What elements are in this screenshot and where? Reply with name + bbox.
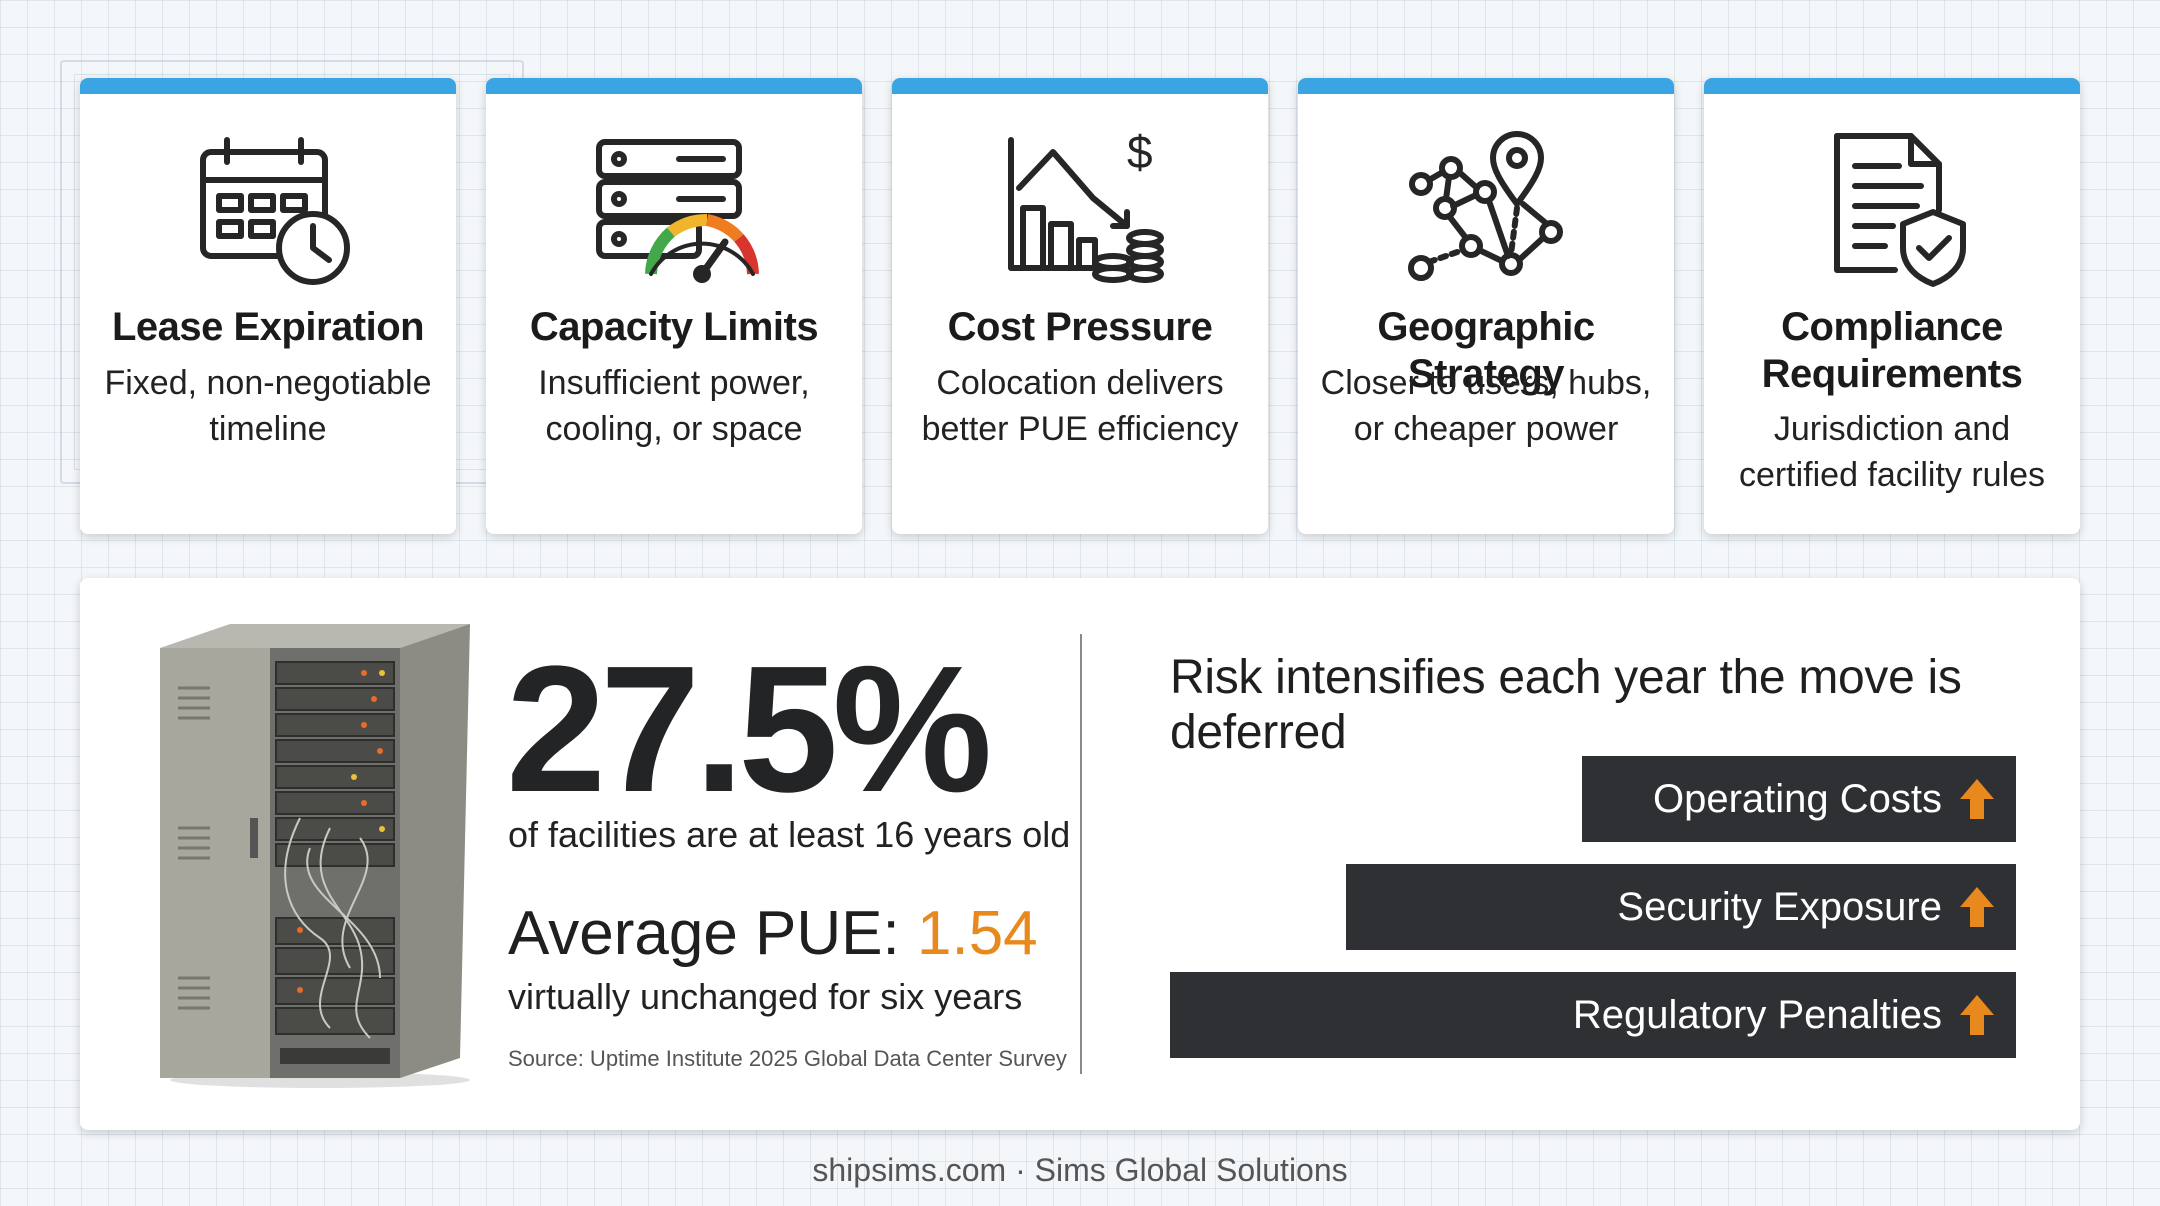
percentage-stat: 27.5% xyxy=(506,629,992,830)
server-rack-image xyxy=(150,618,470,1088)
card-description-line: better PUE efficiency xyxy=(921,410,1239,448)
card-title: Compliance Requirements xyxy=(1712,304,2072,398)
pue-label: Average PUE: xyxy=(508,899,900,968)
stats-panel: 27.5% of facilities are at least 16 year… xyxy=(80,578,2080,1130)
risk-bar-operating-costs: Operating Costs xyxy=(1582,756,2016,842)
card-description-line: Colocation delivers xyxy=(936,364,1224,402)
card-title: Cost Pressure xyxy=(947,305,1213,349)
arrow-up-icon xyxy=(1960,887,1994,927)
card-lease-expiration: Lease Expiration Fixed, non-negotiable t… xyxy=(80,78,456,534)
pue-caption: virtually unchanged for six years xyxy=(508,976,1023,1017)
arrow-up-icon xyxy=(1960,779,1994,819)
risk-title: Risk intensifies each year the move is d… xyxy=(1170,651,1962,759)
card-description-line: timeline xyxy=(209,410,327,448)
risk-bar-security-exposure: Security Exposure xyxy=(1346,864,2016,950)
source-citation: Source: Uptime Institute 2025 Global Dat… xyxy=(508,1046,1067,1071)
pue-value: 1.54 xyxy=(916,899,1038,968)
card-description-line: cooling, or space xyxy=(545,410,803,448)
card-title-line: Compliance xyxy=(1781,305,2003,349)
percentage-caption: of facilities are at least 16 years old xyxy=(508,814,1071,855)
risk-label: Security Exposure xyxy=(1617,884,1942,929)
card-description-line: Fixed, non-negotiable xyxy=(104,364,432,402)
arrow-up-icon xyxy=(1960,995,1994,1035)
card-compliance-requirements: Compliance Requirements Jurisdiction and… xyxy=(1704,78,2080,534)
risk-label: Operating Costs xyxy=(1652,776,1942,821)
document-shield-icon xyxy=(1704,128,2080,288)
card-title-line: Requirements xyxy=(1761,352,2023,396)
server-gauge-icon xyxy=(486,128,862,288)
card-description-line: Jurisdiction and xyxy=(1773,410,2011,448)
footer-credit: shipsims.com · Sims Global Solutions xyxy=(812,1152,1348,1188)
calendar-clock-icon xyxy=(80,128,456,288)
risk-label: Regulatory Penalties xyxy=(1572,992,1942,1037)
cost-chart-coins-icon: $ xyxy=(892,128,1268,288)
card-description-line: Insufficient power, xyxy=(538,364,810,402)
divider xyxy=(1080,634,1082,1074)
card-cost-pressure: $ Cost Pressure Colocation delivers bett… xyxy=(892,78,1268,534)
pue-stat: Average PUE: 1.54 xyxy=(508,898,1038,969)
card-description-line: or cheaper power xyxy=(1353,410,1619,448)
card-title: Lease Expiration xyxy=(111,305,425,349)
card-capacity-limits: Capacity Limits Insufficient power, cool… xyxy=(486,78,862,534)
card-geographic-strategy: Geographic Strategy Closer to users, hub… xyxy=(1298,78,1674,534)
card-title: Capacity Limits xyxy=(529,305,819,349)
card-description-line: Closer to users, hubs, xyxy=(1320,364,1652,402)
svg-text:$: $ xyxy=(1127,128,1153,178)
risk-bar-regulatory-penalties: Regulatory Penalties xyxy=(1170,972,2016,1058)
card-title: Geographic Strategy xyxy=(1377,305,1595,396)
card-description-line: certified facility rules xyxy=(1738,456,2046,494)
network-location-icon xyxy=(1298,128,1674,288)
